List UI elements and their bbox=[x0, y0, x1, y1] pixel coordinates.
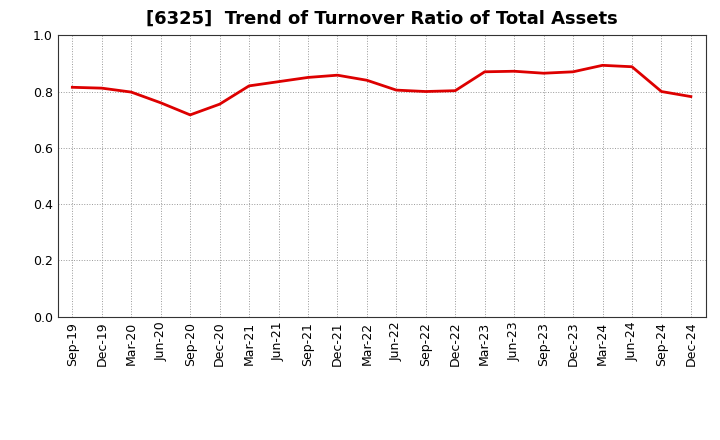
Title: [6325]  Trend of Turnover Ratio of Total Assets: [6325] Trend of Turnover Ratio of Total … bbox=[145, 10, 618, 28]
